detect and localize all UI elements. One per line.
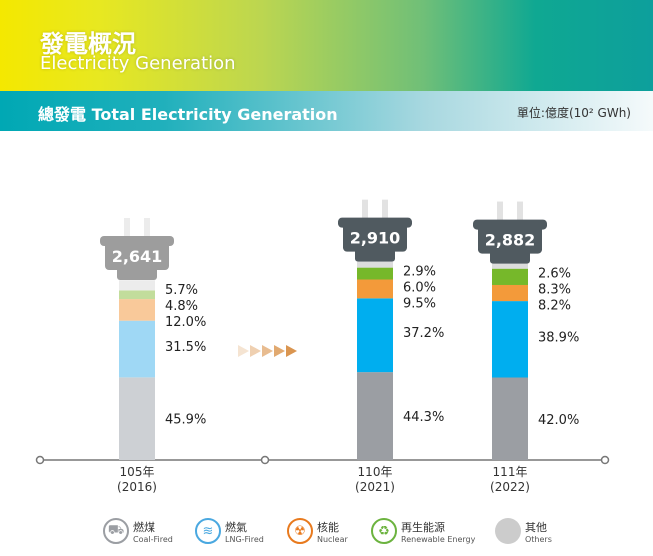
category-year: (2016) (117, 480, 157, 494)
data-label: 12.0% (165, 315, 206, 330)
progress-arrow (262, 345, 273, 357)
legend-item: ⛟ 燃煤 Coal-Fired (103, 518, 173, 544)
bar-segment (357, 261, 393, 268)
bar-segment (119, 299, 155, 321)
plug-pin (362, 199, 368, 226)
legend-item: 其他 Others (495, 518, 552, 544)
data-label: 2.6% (538, 267, 571, 282)
progress-arrow (250, 345, 261, 357)
category-label: 111年 (493, 465, 528, 479)
bar-segment (492, 301, 528, 378)
plug-pin (144, 218, 150, 244)
total-value: 2,641 (112, 247, 163, 266)
progress-arrow (274, 345, 285, 357)
category-year: (2021) (355, 480, 395, 494)
plug-pin (124, 218, 130, 244)
data-label: 9.5% (403, 297, 436, 312)
bar-segment (492, 268, 528, 285)
legend-label-zh: 燃氣 (225, 520, 247, 534)
data-label: 4.8% (165, 299, 198, 314)
bar-segment (119, 280, 155, 291)
legend-label-en: Nuclear (317, 534, 348, 544)
legend-label-zh: 其他 (525, 520, 547, 534)
bar-segment (492, 284, 528, 302)
plug-neck (490, 249, 530, 264)
bar-segment (119, 320, 155, 378)
data-label: 6.0% (403, 281, 436, 296)
axis-node (600, 455, 610, 465)
bar-segment (119, 290, 155, 300)
unit-label: 單位:億度(10² GWh) (516, 106, 631, 120)
plug-pin (382, 199, 388, 226)
legend-label-zh: 核能 (317, 520, 339, 534)
plug-body (343, 223, 407, 252)
plug-pin (517, 201, 523, 228)
stacked-bar-chart: 45.9% 31.5% 12.0%4.8%5.7% 2,641 105年(2016) 44… (35, 199, 610, 494)
data-label: 37.2% (403, 326, 444, 341)
plug-neck (355, 247, 395, 262)
total-value: 2,882 (485, 231, 536, 250)
progress-arrow (286, 345, 297, 357)
category-label: 110年 (358, 465, 393, 479)
axis-node (260, 455, 270, 465)
axis-node (35, 455, 45, 465)
bar-segment (357, 372, 393, 460)
header-banner: 發電概況 Electricity Generation (0, 0, 653, 91)
legend-label-en: Renewable Energy (401, 534, 476, 544)
section-title: 總發電 Total Electricity Generation (38, 105, 338, 124)
legend-label-en: Coal-Fired (133, 534, 173, 544)
section-header: 總發電 Total Electricity Generation 單位:億度(1… (0, 91, 653, 131)
legend-item: ♻ 再生能源 Renewable Energy (371, 518, 475, 544)
legend-label-en: LNG-Fired (225, 534, 264, 544)
data-label: 8.2% (538, 299, 571, 314)
bar-segment (492, 377, 528, 460)
plug-body (478, 225, 542, 254)
coal-cart-icon: ⛟ (103, 518, 129, 544)
gas-icon: ≋ (195, 518, 221, 544)
progress-arrow (238, 345, 249, 357)
title-en: Electricity Generation (40, 53, 236, 74)
recycle-icon: ♻ (371, 518, 397, 544)
bar-segment (492, 263, 528, 269)
data-label: 2.9% (403, 265, 436, 280)
legend-item: ☢ 核能 Nuclear (287, 518, 348, 544)
bar-segment (119, 377, 155, 460)
bar-segment (357, 267, 393, 280)
plug-pin (497, 201, 503, 228)
data-label: 42.0% (538, 413, 579, 428)
title-zh: 發電概況 (40, 30, 136, 58)
plug-neck (117, 266, 157, 280)
radiation-icon: ☢ (287, 518, 313, 544)
circle-icon (495, 518, 521, 544)
data-label: 45.9% (165, 413, 206, 428)
category-label: 105年 (120, 465, 155, 479)
bar-segment (357, 279, 393, 299)
legend-label-zh: 燃煤 (133, 520, 155, 534)
data-label: 5.7% (165, 283, 198, 298)
plug-body (105, 242, 169, 270)
data-label: 38.9% (538, 330, 579, 345)
data-label: 8.3% (538, 283, 571, 298)
data-label: 44.3% (403, 410, 444, 425)
legend-item: ≋ 燃氣 LNG-Fired (195, 518, 264, 544)
bar-segment (357, 298, 393, 373)
total-value: 2,910 (350, 229, 401, 248)
legend-label-en: Others (525, 534, 552, 544)
legend-label-zh: 再生能源 (401, 520, 445, 534)
data-label: 31.5% (165, 340, 206, 355)
category-year: (2022) (490, 480, 530, 494)
